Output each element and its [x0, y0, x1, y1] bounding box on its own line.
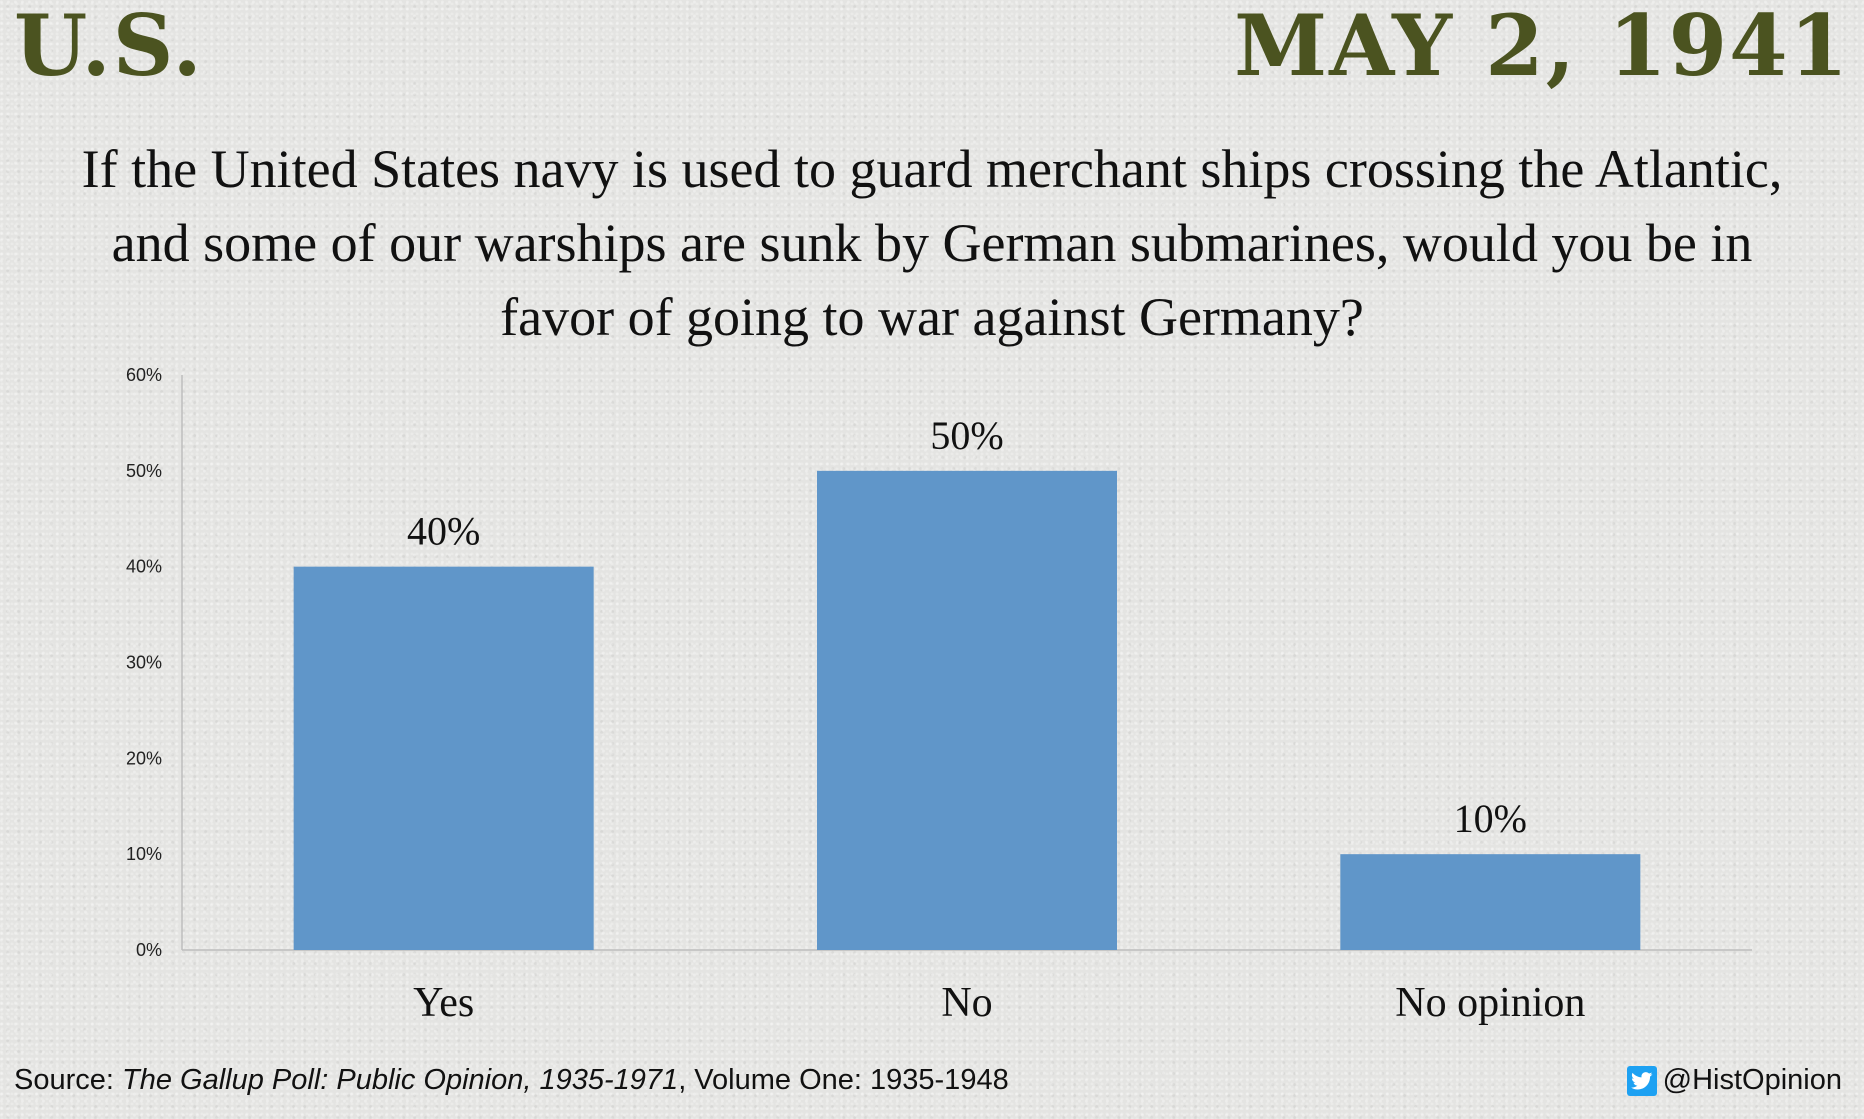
y-tick-label: 30% — [126, 653, 162, 673]
x-category-label: Yes — [413, 980, 474, 1026]
date-title: MAY 2, 1941 — [1234, 0, 1850, 95]
bar-value-label: 50% — [930, 413, 1003, 458]
y-tick-label: 50% — [126, 461, 162, 481]
bar-yes — [293, 566, 594, 950]
poll-question: If the United States navy is used to gua… — [81, 139, 1783, 347]
y-tick-label: 0% — [136, 940, 162, 960]
bar-no-opinion — [1340, 854, 1641, 950]
y-tick-label: 60% — [126, 365, 162, 385]
twitter-bird-icon — [1626, 1065, 1657, 1096]
y-tick-label: 20% — [126, 748, 162, 768]
y-tick-label: 10% — [126, 844, 162, 864]
bar-no — [817, 470, 1117, 950]
handle-text: @HistOpinion — [1662, 1064, 1842, 1096]
x-category-label: No — [941, 980, 992, 1026]
x-category-label: No opinion — [1395, 980, 1585, 1026]
country-title: U.S. — [14, 0, 204, 95]
source-publication: The Gallup Poll: Public Opinion, 1935-19… — [122, 1064, 679, 1096]
source-prefix: Source: — [14, 1064, 122, 1096]
source-citation: Source: The Gallup Poll: Public Opinion,… — [14, 1064, 1009, 1097]
bar-value-label: 10% — [1454, 796, 1527, 841]
twitter-handle[interactable]: @HistOpinion — [1626, 1064, 1842, 1097]
bar-value-label: 40% — [407, 509, 480, 554]
source-suffix: , Volume One: 1935-1948 — [678, 1064, 1009, 1096]
y-tick-label: 40% — [126, 557, 162, 577]
